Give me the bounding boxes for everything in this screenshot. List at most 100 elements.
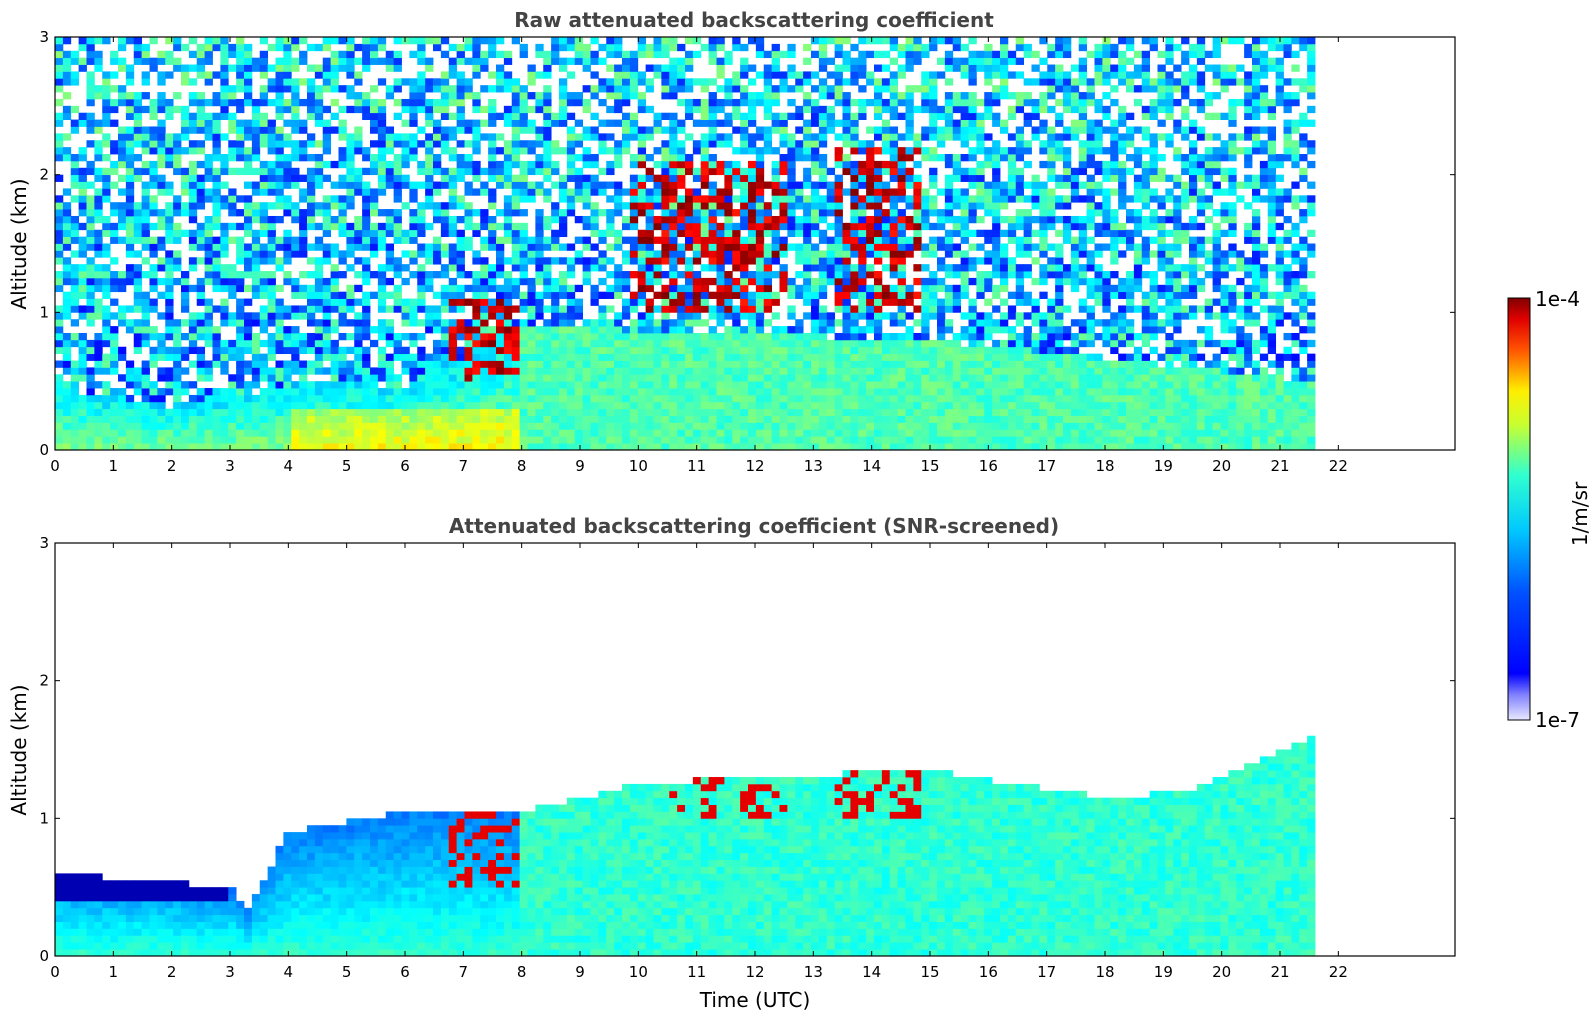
heatmap-cell bbox=[409, 388, 418, 396]
heatmap-cell bbox=[314, 92, 324, 100]
heatmap-cell bbox=[826, 112, 836, 120]
heatmap-cell bbox=[133, 50, 143, 59]
heatmap-cell bbox=[330, 305, 339, 313]
heatmap-cell bbox=[771, 298, 780, 306]
heatmap-cell bbox=[724, 160, 733, 169]
heatmap-cell bbox=[496, 160, 505, 169]
heatmap-cell bbox=[236, 422, 245, 430]
heatmap-cell bbox=[110, 181, 119, 189]
heatmap-cell bbox=[141, 229, 150, 238]
heatmap-cell bbox=[803, 250, 812, 258]
heatmap-cell bbox=[346, 222, 355, 231]
heatmap-cell bbox=[771, 291, 780, 299]
heatmap-cell bbox=[307, 181, 316, 189]
heatmap-cell bbox=[133, 367, 143, 375]
heatmap-cell bbox=[850, 222, 859, 231]
heatmap-cell bbox=[370, 401, 379, 410]
heatmap-cell bbox=[881, 353, 891, 361]
heatmap-cell bbox=[511, 401, 521, 410]
heatmap-cell bbox=[220, 353, 229, 361]
heatmap-cell bbox=[834, 408, 843, 416]
heatmap-cell bbox=[314, 319, 324, 327]
heatmap-cell bbox=[196, 257, 206, 265]
heatmap-cell bbox=[94, 339, 103, 348]
heatmap-cell bbox=[425, 284, 434, 293]
heatmap-cell bbox=[346, 415, 355, 423]
heatmap-cell bbox=[141, 388, 150, 396]
heatmap-cell bbox=[55, 388, 64, 396]
heatmap-cell bbox=[732, 436, 741, 444]
heatmap-cell bbox=[456, 305, 465, 313]
heatmap-cell bbox=[291, 339, 300, 348]
heatmap-cell bbox=[299, 312, 308, 320]
heatmap-cell bbox=[338, 374, 347, 382]
heatmap-cell bbox=[283, 133, 292, 141]
heatmap-cell bbox=[440, 394, 450, 403]
heatmap-cell bbox=[377, 422, 387, 430]
heatmap-cell bbox=[251, 147, 261, 155]
heatmap-cell bbox=[511, 181, 521, 189]
heatmap-cell bbox=[354, 147, 363, 155]
heatmap-cell bbox=[881, 367, 891, 375]
heatmap-cell bbox=[196, 126, 206, 134]
heatmap-cell bbox=[110, 147, 119, 155]
heatmap-cell bbox=[220, 64, 229, 72]
heatmap-cell bbox=[125, 126, 135, 134]
heatmap-cell bbox=[543, 443, 552, 451]
heatmap-cell bbox=[118, 319, 127, 327]
heatmap-cell bbox=[448, 381, 458, 389]
heatmap-cell bbox=[661, 298, 670, 306]
heatmap-cell bbox=[866, 360, 875, 368]
heatmap-cell bbox=[661, 346, 670, 355]
heatmap-cell bbox=[354, 381, 363, 389]
heatmap-cell bbox=[700, 229, 710, 238]
heatmap-cell bbox=[771, 160, 780, 169]
heatmap-cell bbox=[724, 436, 733, 444]
heatmap-cell bbox=[858, 326, 867, 334]
heatmap-cell bbox=[787, 167, 796, 176]
heatmap-cell bbox=[102, 401, 111, 410]
heatmap-cell bbox=[385, 229, 395, 238]
heatmap-cell bbox=[133, 154, 143, 162]
heatmap-cell bbox=[606, 50, 615, 59]
heatmap-cell bbox=[850, 367, 859, 375]
heatmap-cell bbox=[881, 332, 891, 341]
heatmap-cell bbox=[157, 78, 166, 86]
heatmap-cell bbox=[275, 339, 284, 348]
heatmap-cell bbox=[716, 140, 725, 148]
heatmap-cell bbox=[433, 381, 442, 389]
heatmap-cell bbox=[787, 436, 796, 444]
heatmap-cell bbox=[401, 119, 410, 127]
heatmap-cell bbox=[503, 154, 513, 162]
heatmap-cell bbox=[826, 57, 836, 65]
heatmap-cell bbox=[86, 85, 95, 93]
heatmap-cell bbox=[488, 381, 497, 389]
heatmap-cell bbox=[346, 367, 355, 375]
heatmap-cell bbox=[125, 154, 135, 162]
heatmap-cell bbox=[322, 174, 332, 182]
heatmap-cell bbox=[212, 422, 221, 430]
heatmap-cell bbox=[196, 326, 206, 334]
heatmap-cell bbox=[283, 415, 292, 423]
heatmap-cell bbox=[897, 298, 906, 306]
heatmap-cell bbox=[362, 367, 371, 375]
heatmap-cell bbox=[259, 126, 269, 134]
heatmap-cell bbox=[748, 140, 757, 148]
heatmap-cell bbox=[842, 388, 851, 396]
heatmap-cell bbox=[692, 429, 702, 437]
heatmap-cell bbox=[519, 209, 528, 217]
heatmap-cell bbox=[228, 264, 237, 272]
heatmap-cell bbox=[755, 332, 765, 341]
heatmap-cell bbox=[440, 71, 450, 79]
heatmap-cell bbox=[685, 64, 694, 72]
heatmap-cell bbox=[858, 243, 867, 251]
heatmap-cell bbox=[669, 140, 678, 148]
heatmap-cell bbox=[637, 181, 647, 189]
heatmap-cell bbox=[165, 37, 174, 45]
heatmap-cell bbox=[299, 332, 308, 341]
heatmap-cell bbox=[653, 305, 662, 313]
heatmap-cell bbox=[645, 271, 654, 279]
heatmap-cell bbox=[102, 271, 111, 279]
heatmap-cell bbox=[433, 250, 442, 258]
heatmap-cell bbox=[488, 305, 497, 313]
